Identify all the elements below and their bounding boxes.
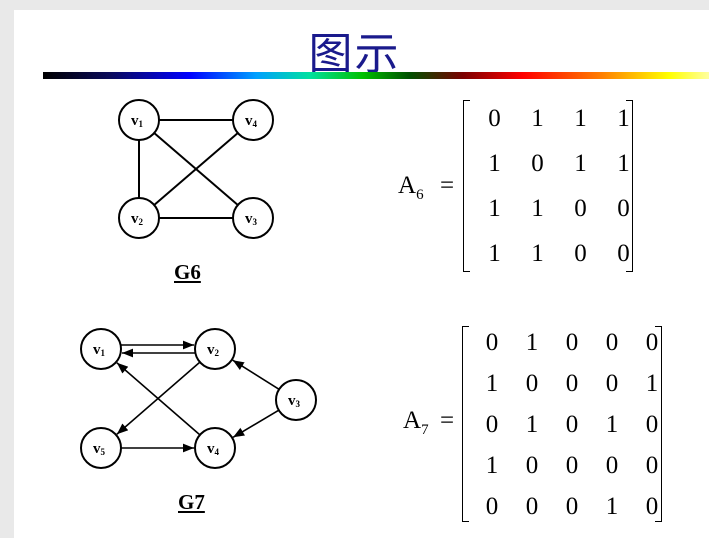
matrix-a7-cell: 0 bbox=[525, 370, 539, 397]
matrix-a7-cell: 0 bbox=[565, 411, 579, 438]
matrix-a6-equals: = bbox=[440, 172, 455, 199]
g6-node-v4: v4 bbox=[232, 99, 274, 141]
matrix-a6-row: 1 0 1 1 bbox=[473, 151, 645, 176]
matrix-a7-cell: 0 bbox=[605, 370, 619, 397]
matrix-a6-cell: 1 bbox=[488, 240, 501, 267]
matrix-a6-cell: 1 bbox=[488, 150, 501, 177]
slide bbox=[14, 10, 709, 538]
matrix-a6-cell: 1 bbox=[531, 195, 544, 222]
matrix-a6-cell: 1 bbox=[488, 195, 501, 222]
slide-title: 图示 bbox=[308, 29, 401, 80]
graph-g6-label: G6 bbox=[174, 260, 201, 284]
g6-edge-v4-v2 bbox=[153, 132, 239, 206]
g7-node-v3: v3 bbox=[275, 379, 317, 421]
matrix-a6-cell: 1 bbox=[617, 150, 630, 177]
matrix-a7-cell: 1 bbox=[525, 329, 539, 356]
matrix-a7-cell: 1 bbox=[525, 411, 539, 438]
matrix-a7-cell: 0 bbox=[605, 329, 619, 356]
matrix-a7-cell: 0 bbox=[565, 329, 579, 356]
matrix-a7-cell: 1 bbox=[485, 370, 499, 397]
matrix-a7-cell: 0 bbox=[565, 370, 579, 397]
matrix-a6-row: 1 1 0 0 bbox=[473, 196, 645, 221]
matrix-a7-cell: 0 bbox=[645, 452, 659, 479]
matrix-a6-row: 0 1 1 1 bbox=[473, 106, 645, 131]
matrix-a7-cell: 0 bbox=[485, 493, 499, 520]
matrix-a7-cell: 0 bbox=[565, 493, 579, 520]
matrix-a7-cell: 0 bbox=[485, 329, 499, 356]
matrix-a6-cell: 0 bbox=[488, 105, 501, 132]
g6-node-v1: v1 bbox=[118, 99, 160, 141]
g7-node-v5: v5 bbox=[80, 427, 122, 469]
g7-node-v2: v2 bbox=[194, 328, 236, 370]
matrix-a7-cell: 0 bbox=[645, 493, 659, 520]
matrix-a6-cell: 1 bbox=[617, 105, 630, 132]
matrix-a6-cell: 0 bbox=[531, 150, 544, 177]
matrix-a6-cell: 0 bbox=[574, 195, 587, 222]
matrix-a6: 0 1 1 1 1 0 1 1 1 1 0 0 1 1 0 0 bbox=[463, 100, 633, 272]
matrix-a7-name: A7 bbox=[403, 407, 429, 438]
matrix-a7-cell: 1 bbox=[605, 493, 619, 520]
matrix-a7-cell: 0 bbox=[525, 493, 539, 520]
matrix-a7-cell: 0 bbox=[645, 329, 659, 356]
matrix-a7-cell: 0 bbox=[525, 452, 539, 479]
g7-node-v4: v4 bbox=[194, 427, 236, 469]
matrix-a7-cell: 1 bbox=[605, 411, 619, 438]
g6-node-v3: v3 bbox=[232, 197, 274, 239]
g6-node-v2: v2 bbox=[118, 197, 160, 239]
rainbow-divider bbox=[43, 72, 709, 79]
g7-arc-v3-v2 bbox=[232, 359, 280, 391]
matrix-a6-name: A6 bbox=[398, 172, 424, 203]
matrix-a6-cell: 1 bbox=[531, 240, 544, 267]
g7-arc-v4-v1 bbox=[116, 362, 201, 436]
matrix-a7-cell: 0 bbox=[605, 452, 619, 479]
matrix-a6-row: 1 1 0 0 bbox=[473, 241, 645, 266]
matrix-a7-cell: 0 bbox=[485, 411, 499, 438]
matrix-a7-cell: 1 bbox=[485, 452, 499, 479]
graph-g7-label: G7 bbox=[178, 490, 205, 514]
matrix-a6-cell: 0 bbox=[574, 240, 587, 267]
matrix-a7-cell: 0 bbox=[645, 411, 659, 438]
g7-arc-v3-v4 bbox=[232, 409, 280, 438]
matrix-a6-cell: 1 bbox=[531, 105, 544, 132]
matrix-a7-cell: 0 bbox=[565, 452, 579, 479]
matrix-a6-cell: 0 bbox=[617, 240, 630, 267]
matrix-a6-cell: 1 bbox=[574, 105, 587, 132]
matrix-a7-cell: 1 bbox=[645, 370, 659, 397]
g7-node-v1: v1 bbox=[80, 328, 122, 370]
matrix-a6-cell: 1 bbox=[574, 150, 587, 177]
matrix-a6-cell: 0 bbox=[617, 195, 630, 222]
matrix-a7-equals: = bbox=[440, 407, 455, 434]
